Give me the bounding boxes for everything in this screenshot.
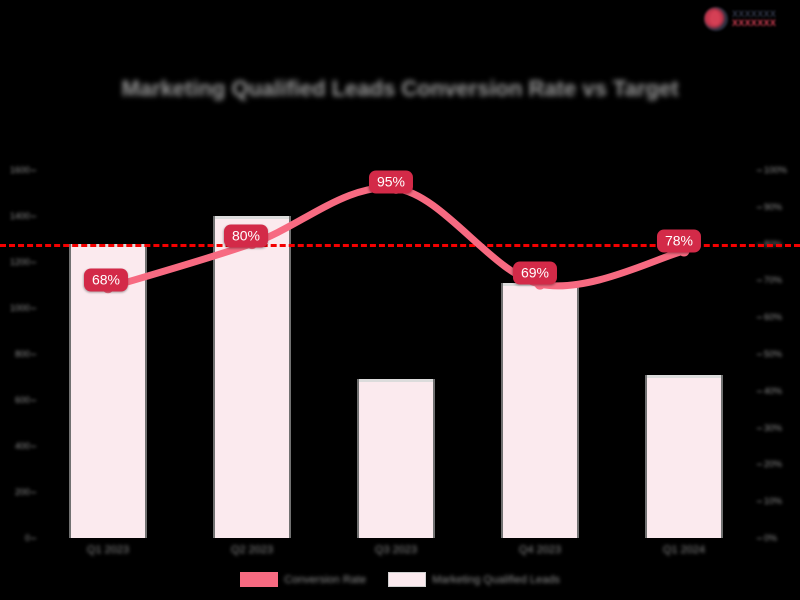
x-axis-tick-3: Q3 2023	[374, 544, 418, 556]
data-label-5: 78%	[656, 229, 702, 253]
legend-item-2[interactable]: Marketing Qualified Leads	[388, 572, 560, 587]
brand-logo-line2: XXXXXXX	[732, 18, 777, 28]
y-axis-right-tick: 30%	[757, 423, 782, 433]
droplet-circle-icon	[704, 7, 728, 31]
y-axis-left-tick: 1600	[10, 165, 36, 175]
data-label-3: 95%	[368, 170, 414, 194]
brand-logo-wordmark: XXXXXXX XXXXXXX	[732, 8, 777, 29]
x-axis-tick-2: Q2 2023	[230, 544, 274, 556]
legend-swatch-column-icon	[388, 572, 427, 587]
chart-plot-area: 1600 1400 1200 1000 800 600 400 200 0 100% 90% 80%…	[0, 165, 800, 556]
y-axis-right-tick: 60%	[757, 312, 782, 322]
y-axis-right-tick: 100%	[757, 165, 787, 175]
y-axis-right-tick: 50%	[757, 349, 782, 359]
y-axis-left-tick: 800	[15, 349, 36, 359]
target-reference-line	[0, 243, 800, 247]
chart-legend: Conversion Rate Marketing Qualified Leads	[0, 572, 800, 587]
y-axis-right-tick: 90%	[757, 202, 782, 212]
y-axis-left-tick: 1200	[10, 257, 36, 267]
y-axis-right-tick: 0%	[757, 533, 777, 543]
legend-label: Marketing Qualified Leads	[432, 573, 560, 586]
y-axis-right-tick: 20%	[757, 459, 782, 469]
y-axis-left-tick: 0	[25, 533, 36, 543]
legend-item-1[interactable]: Conversion Rate	[240, 572, 366, 587]
x-axis-tick-5: Q1 2024	[662, 544, 706, 556]
data-label-4: 69%	[512, 261, 558, 285]
brand-logo: XXXXXXX XXXXXXX	[704, 4, 794, 34]
y-axis-left-tick: 400	[15, 441, 36, 451]
line-series	[102, 182, 690, 294]
y-axis-right-tick: 70%	[757, 275, 782, 285]
x-axis-tick-1: Q1 2023	[86, 544, 130, 556]
legend-swatch-line-icon	[240, 572, 279, 587]
y-axis-left-tick: 1400	[10, 211, 36, 221]
y-axis-left-tick: 600	[15, 395, 36, 405]
brand-logo-line1: XXXXXXX	[732, 8, 777, 19]
y-axis-left-tick: 1000	[10, 303, 36, 313]
legend-label: Conversion Rate	[284, 573, 367, 586]
y-axis-left-tick: 200	[15, 487, 36, 497]
data-label-2: 80%	[223, 224, 269, 248]
chart-title: Marketing Qualified Leads Conversion Rat…	[121, 76, 679, 101]
data-label-1: 68%	[83, 268, 129, 292]
y-axis-right-tick: 40%	[757, 386, 782, 396]
line-series-path	[104, 184, 688, 292]
x-axis-tick-4: Q4 2023	[518, 544, 562, 556]
y-axis-right-tick: 10%	[757, 496, 782, 506]
